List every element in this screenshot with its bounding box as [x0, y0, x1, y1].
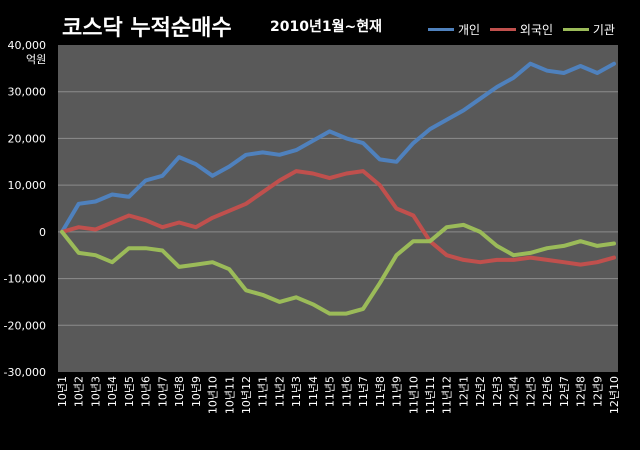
chart-subtitle: 2010년1월~현재 — [270, 19, 382, 35]
legend-label-2: 기관 — [592, 23, 615, 37]
legend: 개인 외국인 기관 — [428, 20, 621, 38]
x-tick-label: 12년7 — [558, 376, 571, 407]
x-tick-label: 11년3 — [290, 376, 303, 407]
x-tick-label: 12년4 — [508, 376, 521, 407]
x-tick-label: 10년2 — [73, 376, 86, 407]
x-tick-label: 10년4 — [106, 376, 119, 407]
legend-label-1: 외국인 — [519, 23, 554, 37]
x-tick-label: 11년9 — [391, 376, 404, 407]
x-tick-label: 10년3 — [89, 376, 102, 407]
x-tick-label: 10년7 — [156, 376, 169, 407]
x-tick-label: 11년1 — [257, 376, 270, 407]
y-tick-label: -10,000 — [4, 273, 46, 286]
x-tick-label: 11년5 — [324, 376, 337, 407]
x-tick-label: 11년8 — [374, 376, 387, 407]
legend-swatch-0 — [428, 28, 454, 31]
legend-item-2: 기관 — [562, 21, 615, 38]
y-tick-label: 40,000 — [8, 39, 47, 52]
gridlines — [58, 91, 618, 326]
y-axis-ticks: 40,000 30,000 20,000 10,000 0 -10,000 -20,000 -… — [4, 39, 46, 379]
x-tick-label: 10년10 — [207, 376, 220, 414]
x-tick-label: 12년3 — [491, 376, 504, 407]
legend-swatch-1 — [489, 28, 516, 31]
x-tick-label: 11년2 — [273, 376, 286, 407]
x-tick-label: 11년10 — [407, 376, 420, 414]
x-tick-label: 10년1 — [56, 376, 69, 407]
x-tick-label: 12년9 — [591, 376, 604, 407]
x-tick-label: 10년8 — [173, 376, 186, 407]
series-line-2 — [60, 222, 616, 316]
x-tick-label: 12년5 — [524, 376, 537, 407]
legend-item-1: 외국인 — [489, 21, 554, 38]
legend-label-0: 개인 — [458, 23, 481, 37]
x-tick-label: 12년1 — [457, 376, 470, 407]
x-tick-label: 10년9 — [190, 376, 203, 407]
series-lines — [60, 61, 616, 316]
x-axis-ticks: 10년1 10년2 10년3 10년4 10년5 10년6 10년7 10년8 10년9 10년1… — [56, 376, 621, 414]
x-tick-label: 11년7 — [357, 376, 370, 407]
y-tick-label: 10,000 — [8, 179, 47, 192]
chart-title: 코스닥 누적순매수 — [62, 16, 232, 41]
x-tick-label: 10년6 — [140, 376, 153, 407]
x-tick-label: 10년11 — [223, 376, 236, 414]
x-tick-label: 12년2 — [474, 376, 487, 407]
legend-item-0: 개인 — [428, 21, 480, 38]
series-line-1 — [60, 169, 616, 267]
x-tick-label: 12년6 — [541, 376, 554, 407]
y-axis-label: 억원 — [26, 53, 47, 66]
plot-area — [58, 45, 618, 372]
x-tick-label: 11년6 — [340, 376, 353, 407]
x-tick-label: 11년4 — [307, 376, 320, 407]
y-tick-label: 0 — [39, 226, 46, 239]
y-tick-label: 30,000 — [8, 86, 47, 99]
legend-swatch-2 — [562, 28, 589, 31]
x-tick-label: 11년12 — [441, 376, 454, 414]
y-tick-label: 20,000 — [8, 132, 47, 145]
x-tick-label: 10년12 — [240, 376, 253, 414]
y-tick-label: -30,000 — [4, 366, 46, 379]
x-tick-label: 12년10 — [608, 376, 621, 414]
x-tick-label: 12년8 — [575, 376, 588, 407]
y-tick-label: -20,000 — [4, 319, 46, 332]
x-tick-label: 11년11 — [424, 376, 437, 414]
x-tick-label: 10년5 — [123, 376, 136, 407]
series-line-0 — [60, 61, 616, 234]
